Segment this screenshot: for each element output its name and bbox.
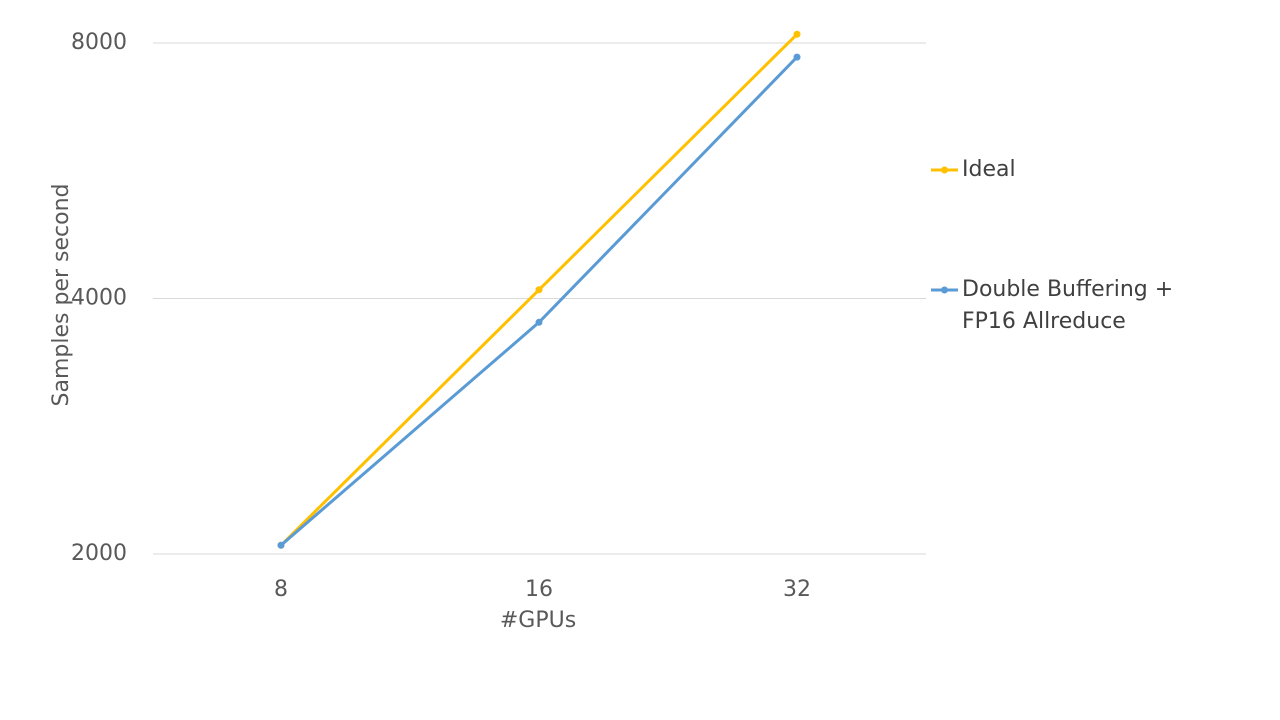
y-tick-label: 8000 [71,30,127,55]
series-1 [277,53,801,549]
legend-swatch-marker [941,166,948,174]
series-line [279,55,799,547]
legend-swatch-marker [941,286,948,294]
y-axis-title: Samples per second [49,184,74,407]
y-axis-ticks: 2000 4000 8000 [71,30,127,566]
x-tick-label: 16 [525,577,553,602]
x-tick-label: 32 [783,577,811,602]
series-0 [277,30,801,549]
legend-item-0: Ideal [931,157,1016,182]
legend: Ideal Double Buffering + FP16 Allreduce [931,157,1173,334]
data-point [535,318,543,326]
legend-item-1: Double Buffering + FP16 Allreduce [931,277,1173,334]
y-tick-label: 2000 [71,541,127,566]
legend-label: FP16 Allreduce [962,309,1126,334]
data-point [535,286,543,294]
x-axis-title: #GPUs [500,608,576,633]
data-point [277,541,285,549]
x-tick-label: 8 [274,577,288,602]
legend-label: Double Buffering + [962,277,1173,302]
series-layer [277,30,801,549]
x-axis-ticks: 8 16 32 [274,577,811,602]
data-point [793,30,801,38]
y-tick-label: 4000 [71,286,127,311]
data-point [793,53,801,61]
gridlines [153,42,926,555]
legend-label: Ideal [962,157,1016,182]
